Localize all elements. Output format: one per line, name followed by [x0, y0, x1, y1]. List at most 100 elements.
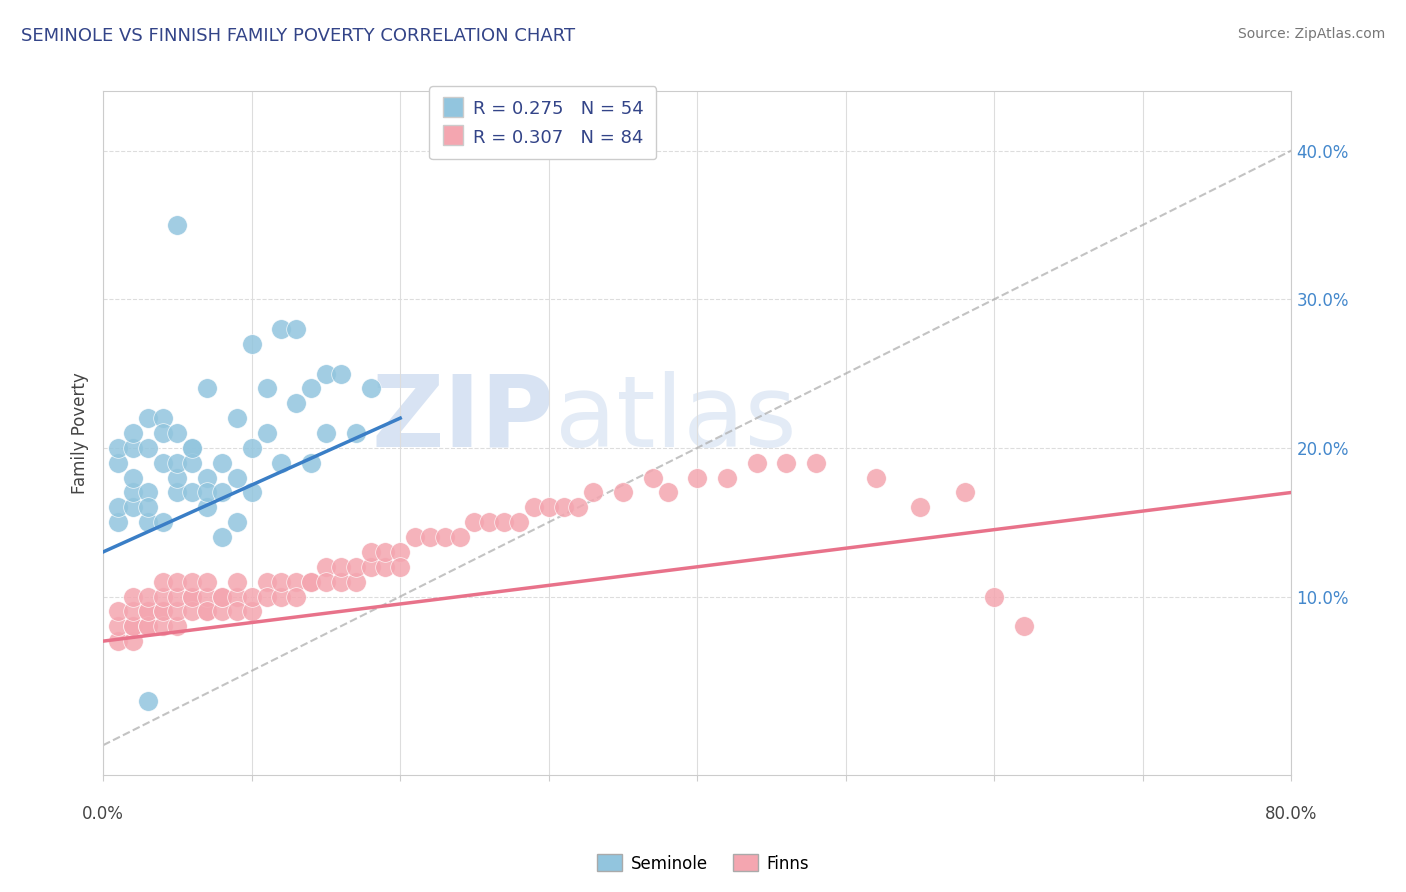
- Point: [804, 456, 827, 470]
- Point: [315, 574, 337, 589]
- Point: [270, 322, 292, 336]
- Point: [908, 500, 931, 515]
- Point: [166, 218, 188, 232]
- Point: [240, 590, 263, 604]
- Point: [136, 604, 159, 618]
- Point: [136, 441, 159, 455]
- Point: [344, 574, 367, 589]
- Point: [256, 574, 278, 589]
- Point: [374, 545, 396, 559]
- Point: [107, 456, 129, 470]
- Point: [745, 456, 768, 470]
- Point: [285, 396, 308, 410]
- Point: [716, 470, 738, 484]
- Point: [136, 693, 159, 707]
- Point: [181, 485, 204, 500]
- Point: [181, 590, 204, 604]
- Point: [152, 425, 174, 440]
- Point: [195, 604, 218, 618]
- Point: [121, 604, 143, 618]
- Point: [494, 515, 516, 529]
- Point: [1012, 619, 1035, 633]
- Point: [136, 411, 159, 425]
- Point: [121, 425, 143, 440]
- Point: [225, 604, 247, 618]
- Point: [449, 530, 471, 544]
- Point: [107, 515, 129, 529]
- Point: [285, 574, 308, 589]
- Point: [225, 590, 247, 604]
- Point: [136, 500, 159, 515]
- Point: [211, 590, 233, 604]
- Point: [195, 500, 218, 515]
- Point: [195, 590, 218, 604]
- Point: [256, 590, 278, 604]
- Point: [374, 559, 396, 574]
- Text: ZIP: ZIP: [371, 371, 555, 467]
- Point: [360, 559, 382, 574]
- Point: [136, 515, 159, 529]
- Point: [166, 574, 188, 589]
- Point: [299, 574, 322, 589]
- Y-axis label: Family Poverty: Family Poverty: [72, 372, 89, 494]
- Point: [775, 456, 797, 470]
- Point: [211, 530, 233, 544]
- Point: [211, 485, 233, 500]
- Text: 80.0%: 80.0%: [1265, 805, 1317, 823]
- Point: [225, 470, 247, 484]
- Point: [152, 411, 174, 425]
- Point: [152, 604, 174, 618]
- Point: [121, 590, 143, 604]
- Point: [181, 574, 204, 589]
- Point: [256, 425, 278, 440]
- Point: [166, 470, 188, 484]
- Point: [641, 470, 664, 484]
- Point: [553, 500, 575, 515]
- Point: [107, 634, 129, 648]
- Point: [195, 381, 218, 395]
- Point: [657, 485, 679, 500]
- Point: [225, 515, 247, 529]
- Point: [508, 515, 530, 529]
- Point: [315, 367, 337, 381]
- Point: [463, 515, 485, 529]
- Point: [329, 559, 352, 574]
- Point: [612, 485, 634, 500]
- Point: [240, 336, 263, 351]
- Point: [389, 559, 412, 574]
- Point: [121, 470, 143, 484]
- Text: atlas: atlas: [555, 371, 796, 467]
- Point: [865, 470, 887, 484]
- Text: Source: ZipAtlas.com: Source: ZipAtlas.com: [1237, 27, 1385, 41]
- Point: [136, 590, 159, 604]
- Point: [523, 500, 546, 515]
- Legend: R = 0.275   N = 54, R = 0.307   N = 84: R = 0.275 N = 54, R = 0.307 N = 84: [429, 87, 657, 160]
- Point: [537, 500, 560, 515]
- Point: [152, 515, 174, 529]
- Point: [285, 590, 308, 604]
- Text: SEMINOLE VS FINNISH FAMILY POVERTY CORRELATION CHART: SEMINOLE VS FINNISH FAMILY POVERTY CORRE…: [21, 27, 575, 45]
- Point: [121, 485, 143, 500]
- Point: [152, 456, 174, 470]
- Point: [152, 604, 174, 618]
- Point: [256, 381, 278, 395]
- Point: [181, 604, 204, 618]
- Point: [225, 574, 247, 589]
- Point: [121, 500, 143, 515]
- Point: [195, 574, 218, 589]
- Point: [211, 604, 233, 618]
- Point: [211, 456, 233, 470]
- Point: [152, 619, 174, 633]
- Point: [582, 485, 605, 500]
- Point: [166, 619, 188, 633]
- Point: [360, 545, 382, 559]
- Point: [195, 485, 218, 500]
- Point: [433, 530, 456, 544]
- Point: [567, 500, 589, 515]
- Point: [107, 619, 129, 633]
- Point: [107, 441, 129, 455]
- Point: [152, 590, 174, 604]
- Point: [136, 485, 159, 500]
- Point: [240, 604, 263, 618]
- Point: [329, 367, 352, 381]
